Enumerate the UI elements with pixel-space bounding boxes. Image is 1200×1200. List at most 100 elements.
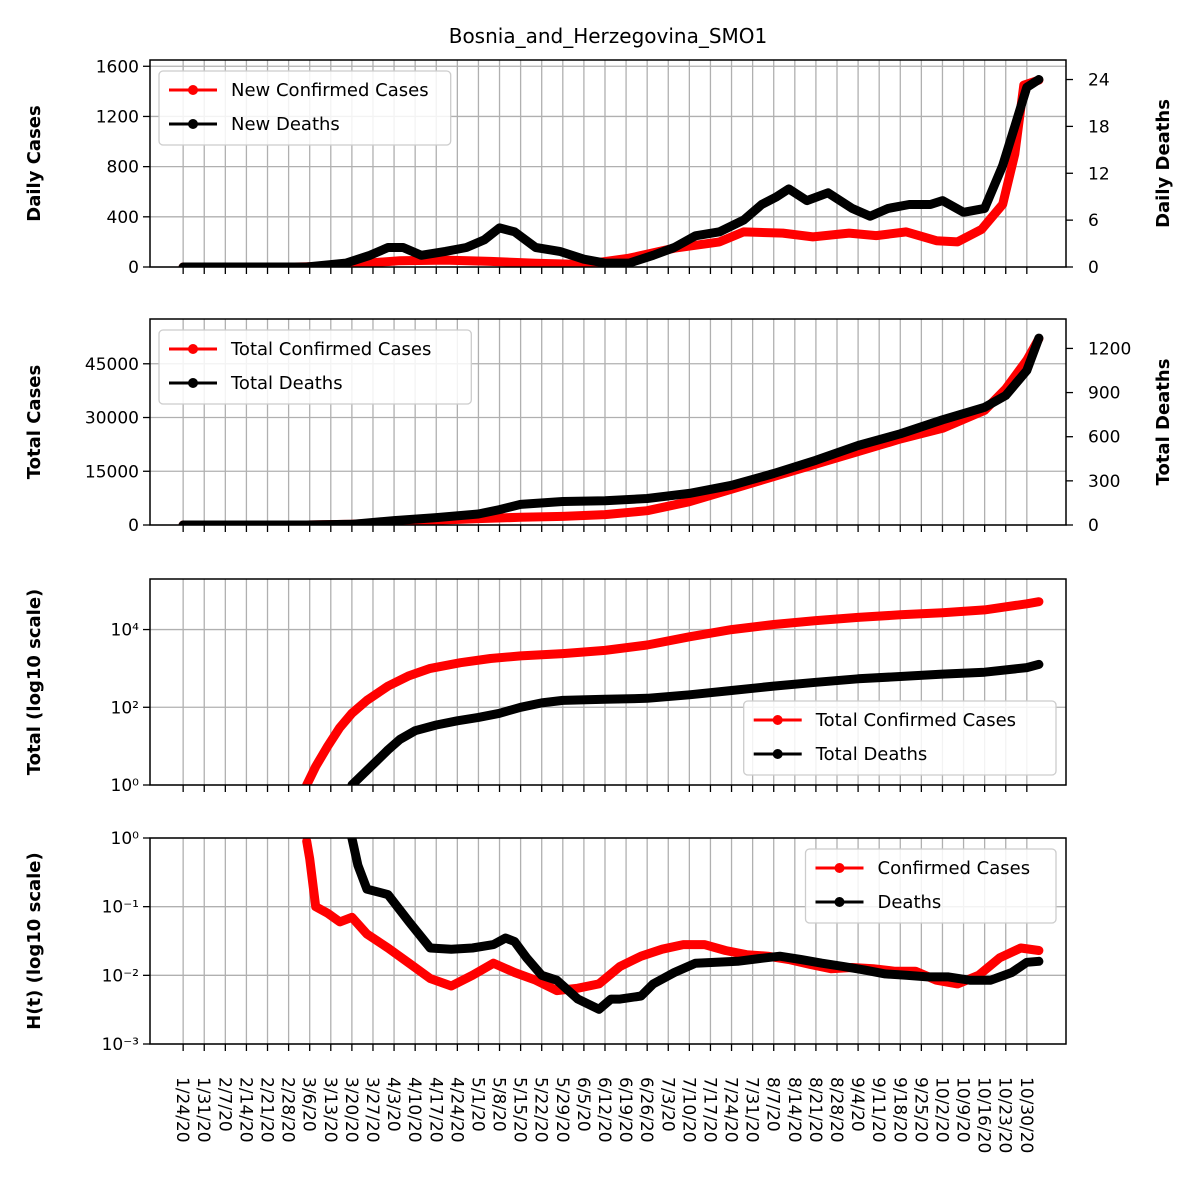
x-tick-label: 10/16/20: [974, 1077, 994, 1153]
x-tick-label: 2/7/20: [214, 1077, 234, 1132]
x-tick-label: 5/15/20: [510, 1077, 530, 1143]
x-tick-label: 5/29/20: [552, 1077, 572, 1143]
x-tick-labels: 1/24/20 1/31/20 2/7/20 2/14/20 2/21/20 2/28/2…: [172, 1077, 1036, 1153]
x-tick-label: 2/14/20: [235, 1077, 255, 1143]
x-tick-label: 6/5/20: [573, 1077, 593, 1132]
series-line-deaths: [178, 333, 1044, 525]
y-right-tick-label: 600: [1088, 428, 1120, 448]
x-tick-label: 4/3/20: [383, 1077, 403, 1132]
series-line-cases: [178, 75, 1044, 267]
legend: Total Confirmed Cases Total Deaths: [743, 700, 1057, 776]
y-right-tick-label: 12: [1088, 164, 1110, 184]
x-tick-label: 8/14/20: [784, 1077, 804, 1143]
y-tick-label: 10⁰: [111, 776, 140, 796]
legend: Total Confirmed Cases Total Deaths: [158, 329, 472, 405]
x-tick-label: 2/21/20: [257, 1077, 277, 1143]
y-axis-label: Total Cases: [24, 365, 45, 479]
series-line-cases: [302, 597, 1044, 785]
y-right-tick-label: 24: [1088, 71, 1110, 91]
legend-marker: [188, 85, 198, 95]
y-tick-label: 10⁰: [111, 829, 140, 849]
legend-marker: [188, 344, 198, 354]
series-line-deaths: [178, 75, 1044, 267]
x-tick-label: 7/24/20: [721, 1077, 741, 1143]
x-tick-label: 6/12/20: [594, 1077, 614, 1143]
y-tick-label: 1200: [96, 107, 139, 127]
legend-marker: [834, 863, 845, 873]
x-tick-label: 9/4/20: [847, 1077, 867, 1132]
legend-label: New Confirmed Cases: [231, 80, 429, 101]
legend-box: [804, 848, 1057, 924]
figure-title: Bosnia_and_Herzegovina_SMO1: [449, 24, 768, 48]
legend-label: New Deaths: [231, 114, 340, 135]
y-tick-label: 10⁻³: [102, 1035, 139, 1055]
x-tick-label: 9/18/20: [889, 1077, 909, 1143]
x-tick-label: 7/3/20: [657, 1077, 677, 1132]
legend-label: Total Deaths: [815, 744, 928, 765]
panel-2: 0 15000 30000 45000 0 300 600 900 1200 Total Case…: [24, 318, 1174, 536]
plot-frame: [149, 837, 1067, 1045]
y-tick-label: 800: [107, 158, 139, 178]
y-right-tick-label: 0: [1088, 516, 1099, 536]
x-tick-label: 7/17/20: [699, 1077, 719, 1143]
x-tick-label: 5/1/20: [467, 1077, 487, 1132]
x-tick-label: 10/30/20: [1016, 1077, 1036, 1153]
x-tick-label: 10/23/20: [995, 1077, 1015, 1153]
y-tick-label: 10²: [111, 698, 139, 718]
x-tick-label: 8/7/20: [763, 1077, 783, 1132]
legend-box: [158, 329, 472, 405]
x-tick-label: 1/31/20: [193, 1077, 213, 1143]
legend: Confirmed Cases Deaths: [804, 848, 1057, 924]
x-tick-label: 10/2/20: [932, 1077, 952, 1143]
y-tick-label: 1600: [96, 57, 139, 77]
x-tick-label: 5/8/20: [489, 1077, 509, 1132]
legend-box: [158, 70, 452, 146]
legend-marker: [188, 378, 198, 388]
x-tick-label: 1/24/20: [172, 1077, 192, 1143]
y-tick-label: 10⁻¹: [102, 898, 139, 918]
legend-marker: [772, 749, 783, 759]
y-axis-label: Daily Cases: [24, 105, 45, 221]
y-right-axis-label: Daily Deaths: [1153, 99, 1174, 228]
legend-label: Total Confirmed Cases: [230, 339, 431, 360]
y-tick-label: 45000: [85, 355, 139, 375]
y-tick-label: 10⁻²: [102, 966, 139, 986]
x-tick-label: 3/6/20: [299, 1077, 319, 1132]
legend-label: Confirmed Cases: [878, 858, 1031, 879]
y-tick-label: 400: [107, 208, 139, 228]
x-tick-label: 6/19/20: [615, 1077, 635, 1143]
x-tick-label: 3/27/20: [362, 1077, 382, 1143]
legend-marker: [188, 119, 198, 129]
y-tick-label: 15000: [85, 462, 139, 482]
y-tick-label: 30000: [85, 409, 139, 429]
x-tick-label: 6/26/20: [636, 1077, 656, 1143]
y-axis-label: Total (log10 scale): [24, 589, 45, 776]
x-tick-label: 3/20/20: [341, 1077, 361, 1143]
y-tick-label: 0: [128, 258, 139, 278]
y-tick-label: 0: [128, 516, 139, 536]
x-tick-label: 4/17/20: [425, 1077, 445, 1143]
x-tick-label: 2/28/20: [278, 1077, 298, 1143]
legend-label: Deaths: [878, 892, 942, 913]
y-right-tick-label: 900: [1088, 384, 1120, 404]
legend: New Confirmed Cases New Deaths: [158, 70, 452, 146]
series-line-deaths: [347, 659, 1044, 785]
series-line-deaths: [347, 838, 1044, 1014]
x-tick-label: 5/22/20: [531, 1077, 551, 1143]
panel-1: 0 400 800 1200 1600 0 6 12 18 24 Daily Cases Daily …: [24, 57, 1174, 278]
legend-label: Total Deaths: [230, 373, 343, 394]
x-tick-label: 3/13/20: [320, 1077, 340, 1143]
x-tick-label: 7/31/20: [742, 1077, 762, 1143]
y-right-axis-label: Total Deaths: [1153, 359, 1174, 486]
y-tick-label: 10⁴: [111, 621, 140, 641]
legend-marker: [772, 715, 783, 725]
legend-label: Total Confirmed Cases: [815, 710, 1016, 731]
x-tick-label: 9/11/20: [868, 1077, 888, 1143]
plot-frame: [149, 578, 1067, 786]
y-right-tick-label: 1200: [1088, 339, 1131, 359]
plot-frame: [149, 318, 1067, 526]
x-tick-label: 7/10/20: [678, 1077, 698, 1143]
y-right-tick-label: 6: [1088, 211, 1099, 231]
y-right-tick-label: 18: [1088, 117, 1110, 137]
